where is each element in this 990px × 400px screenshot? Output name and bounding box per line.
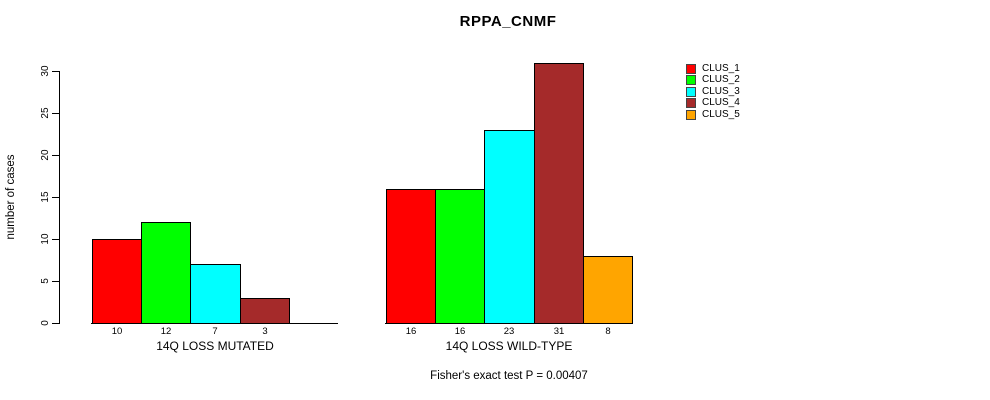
bar-clus-2-14q-loss-mutated [141,222,191,324]
y-axis-tick-label-15: 15 [40,191,51,203]
legend-item-clus-4: CLUS_4 [686,97,740,108]
x-group-label-wild-type: 14Q LOSS WILD-TYPE [445,339,573,353]
legend-label-clus-1: CLUS_1 [702,63,740,74]
bar-count-clus-4-14q-loss-mutated: 3 [262,326,268,337]
bar-count-clus-2-14q-loss-mutated: 12 [160,326,172,337]
bar-count-clus-3-14q-loss-wild-type: 23 [503,326,515,337]
y-axis-tick-label-30: 30 [40,65,51,77]
y-axis-tick-label-5: 5 [40,278,51,284]
bar-clus-1-14q-loss-wild-type [386,189,436,324]
bar-count-clus-2-14q-loss-wild-type: 16 [454,326,466,337]
bar-count-clus-3-14q-loss-mutated: 7 [212,326,218,337]
y-axis-tick-20 [52,155,59,156]
bar-count-clus-1-14q-loss-wild-type: 16 [405,326,417,337]
y-axis-tick-10 [52,239,59,240]
bar-count-clus-4-14q-loss-wild-type: 31 [553,326,565,337]
chart-title: RPPA_CNMF [459,13,557,30]
bar-clus-5-14q-loss-wild-type [583,256,633,324]
legend-label-clus-2: CLUS_2 [702,74,740,85]
y-axis-tick-30 [52,71,59,72]
legend-label-clus-5: CLUS_5 [702,109,740,120]
bar-clus-2-14q-loss-wild-type [435,189,485,324]
y-axis-tick-label-0: 0 [40,320,51,326]
y-axis-tick-0 [52,323,59,324]
y-axis-line [59,71,60,324]
bar-count-clus-1-14q-loss-mutated: 10 [111,326,123,337]
y-axis-tick-15 [52,197,59,198]
legend-item-clus-1: CLUS_1 [686,63,740,74]
legend-swatch-clus-2 [686,74,696,85]
bar-clus-4-14q-loss-mutated [240,298,290,324]
y-axis-tick-label-10: 10 [40,233,51,245]
bar-clus-3-14q-loss-wild-type [484,130,535,324]
legend-swatch-clus-4 [686,97,696,108]
legend-item-clus-5: CLUS_5 [686,109,740,120]
legend-label-clus-3: CLUS_3 [702,86,740,97]
legend-item-clus-3: CLUS_3 [686,86,740,97]
y-axis-title: number of cases [5,154,17,240]
legend-item-clus-2: CLUS_2 [686,74,740,85]
y-axis-tick-label-20: 20 [40,149,51,161]
legend-label-clus-4: CLUS_4 [702,97,740,108]
legend-swatch-clus-1 [686,63,696,74]
x-group-label-mutated: 14Q LOSS MUTATED [156,339,274,353]
fisher-test-annotation: Fisher's exact test P = 0.00407 [430,370,588,382]
legend-swatch-clus-5 [686,109,696,120]
bar-count-clus-5-14q-loss-wild-type: 8 [605,326,611,337]
y-axis-tick-5 [52,281,59,282]
y-axis-tick-25 [52,113,59,114]
bar-clus-1-14q-loss-mutated [92,239,142,324]
legend-swatch-clus-3 [686,86,696,97]
bar-clus-3-14q-loss-mutated [190,264,241,324]
bar-clus-4-14q-loss-wild-type [534,63,584,324]
y-axis-tick-label-25: 25 [40,107,51,119]
